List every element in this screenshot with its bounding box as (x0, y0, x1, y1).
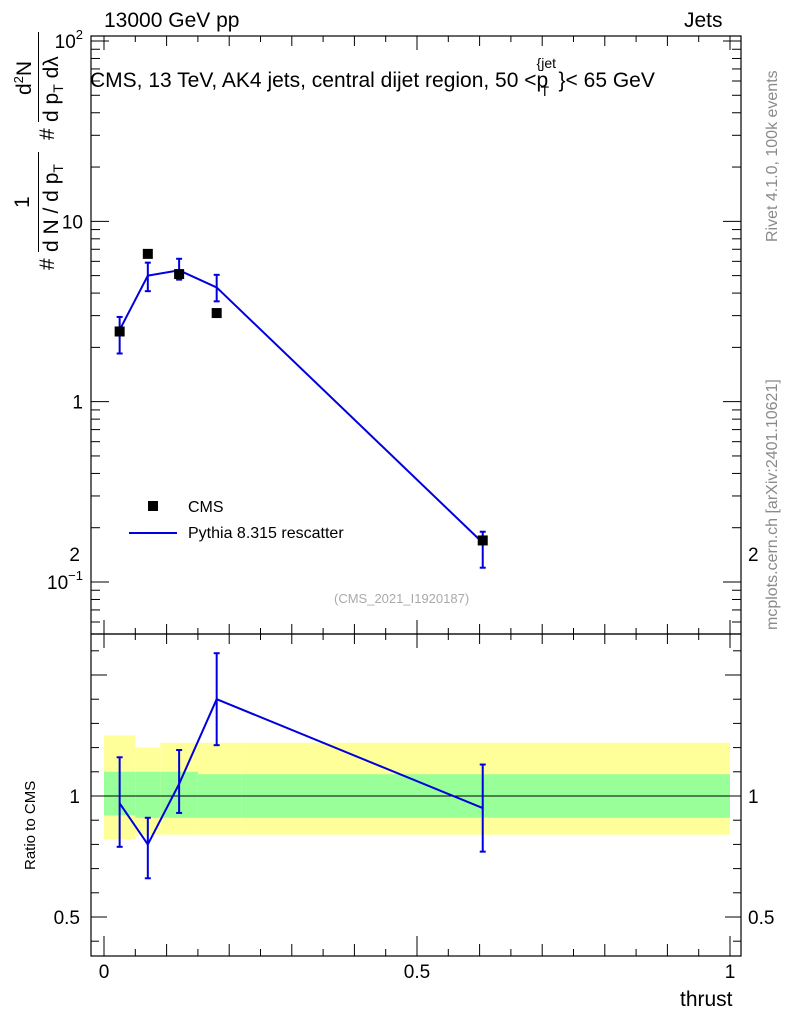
title-p-sub: T (540, 83, 550, 99)
main-ylabel: # 1 d N / d pT # d2N d pT dλ (6, 30, 96, 270)
header-right: Jets (684, 9, 723, 32)
cms-data-point (174, 269, 185, 280)
ylabel-frac-bar-1 (38, 152, 39, 252)
ytick-exp: −1 (68, 568, 83, 583)
ratio-ytick-label-left: 0.5 (54, 908, 80, 929)
header-left: 13000 GeV pp (104, 9, 240, 32)
ylabel-den-1: d N / d pT (40, 164, 66, 252)
ratio-ytick-label-right: 2 (748, 545, 759, 566)
ylabel-hash-2: # (36, 128, 59, 140)
main-ytick-label: 10−1 (47, 568, 83, 594)
xtick-label: 1 (725, 962, 736, 983)
ratio-ytick-label-left: 2 (69, 545, 80, 566)
ratio-uncertainty-bands (104, 735, 730, 840)
ylabel-num-1: 1 (11, 196, 34, 208)
ylabel-den-2-tail: dλ (40, 56, 63, 85)
title-p-sup: {jet (536, 55, 556, 71)
main-ytick-label: 10 (62, 212, 83, 233)
ratio-frame (90, 633, 742, 957)
axes-frames (90, 35, 742, 957)
ylabel-hash-1: # (36, 258, 59, 270)
xtick-label: 0 (99, 962, 110, 983)
x-axis-label: thrust (680, 988, 733, 1011)
cms-data-point (114, 326, 125, 337)
ylabel-num-2-d: d (13, 83, 36, 95)
analysis-watermark: (CMS_2021_I1920187) (334, 591, 470, 606)
cms-data-point (477, 535, 488, 546)
data-series (114, 248, 488, 880)
title-text: CMS, 13 TeV, AK4 jets, central dijet reg… (90, 69, 537, 92)
cms-data-point (142, 248, 153, 259)
ylabel-den-2: d pT dλ (40, 56, 66, 122)
ylabel-num-2-N: N (13, 60, 36, 77)
ytick-base: 10 (47, 573, 68, 594)
ratio-ylabel: Ratio to CMS (22, 780, 39, 870)
mc-line (118, 269, 484, 544)
chart-title: CMS, 13 TeV, AK4 jets, central dijet reg… (90, 55, 655, 99)
title-p: {jet p T (536, 55, 559, 99)
ytick-base: 1 (72, 393, 83, 414)
ylabel-den-1-text: d N / d p (40, 172, 63, 252)
ylabel-frac-bar-2 (38, 32, 39, 122)
ylabel-den-2-sub: T (50, 84, 67, 93)
ratio-ytick-label-left: 1 (69, 787, 80, 808)
main-ytick-label: 1 (72, 393, 83, 414)
ylabel-num-2-sup: 2 (11, 76, 26, 84)
title-end: }< 65 GeV (558, 69, 655, 92)
ytick-base: 10 (55, 32, 76, 53)
ytick-base: 10 (62, 212, 83, 233)
legend-cms-label: CMS (188, 499, 224, 516)
xtick-label: 0.5 (404, 962, 430, 983)
ylabel-num-2: d2N (11, 61, 37, 95)
ylabel-den-1-sub: T (50, 164, 67, 173)
inner-band-bin (135, 771, 161, 818)
ytick-exp: 2 (76, 27, 83, 42)
mcplots-label: mcplots.cern.ch [arXiv:2401.10621] (764, 379, 781, 630)
legend: CMS Pythia 8.315 rescatter (129, 499, 344, 542)
title-p-letter: p (536, 69, 549, 92)
main-frame (90, 35, 742, 635)
legend-mc-label: Pythia 8.315 rescatter (188, 525, 344, 542)
ylabel-den-2-text: d p (40, 92, 63, 122)
main-ytick-label: 102 (55, 27, 83, 53)
rivet-label: Rivet 4.1.0, 100k events (764, 70, 781, 242)
cms-data-point (211, 308, 222, 319)
ratio-ytick-label-right: 0.5 (748, 908, 774, 929)
legend-cms-marker (148, 501, 158, 511)
ratio-ytick-label-right: 1 (748, 787, 759, 808)
